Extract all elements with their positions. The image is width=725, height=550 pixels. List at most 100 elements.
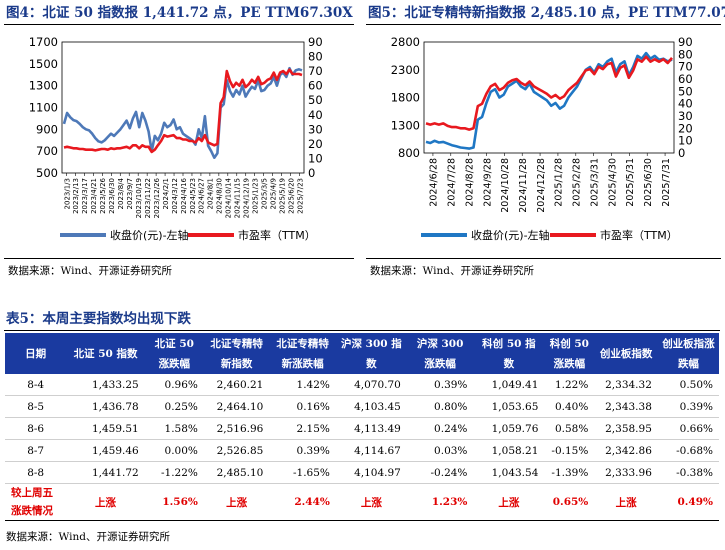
table-cell: 2,334.32 [594, 374, 658, 396]
table-cell: -0.38% [657, 461, 719, 484]
fig4-x-tick-label: 2023/3/17 [81, 178, 89, 214]
table-cell: 1.42% [269, 374, 336, 396]
fig4-bottom-rule [4, 258, 354, 259]
table-cell: 1,433.25 [66, 374, 145, 396]
fig5-bottom-rule [366, 258, 721, 259]
fig4-x-tick-label: 2023/2/13 [72, 178, 80, 214]
table-cell: -0.15% [544, 439, 595, 462]
table-cell: 0.24% [406, 417, 474, 440]
fig5-right-tick: 60 [678, 72, 693, 86]
table-header-cell: 北证 50 涨跌幅 [144, 333, 204, 374]
table-cell: 0.96% [144, 374, 204, 396]
fig4-x-tick-label: 2025/6/20 [287, 178, 295, 214]
fig5-left-tick: 1300 [391, 118, 420, 132]
table-cell: 2,485.10 [203, 461, 270, 484]
table-cell: -1.65% [269, 461, 336, 484]
fig5-x-tick-label: 2025/7/31 [661, 158, 672, 207]
table-cell: 4,103.45 [335, 395, 407, 418]
table-title-rule [4, 330, 720, 331]
table-cell: 2,526.85 [203, 439, 270, 462]
summary-cell: 0.65% [544, 483, 595, 521]
table-cell: 4,114.67 [335, 439, 407, 462]
table-cell: 1,043.54 [473, 461, 545, 484]
fig5-plot-frame [423, 41, 675, 154]
table-header-cell: 沪深 300 涨跌幅 [406, 333, 474, 374]
fig4-right-tick: 20 [308, 137, 323, 151]
fig5-legend-label-1: 市盈率（TTM） [600, 228, 678, 242]
table-header-cell: 北证 50 指数 [66, 333, 145, 374]
table-cell: 1.58% [144, 417, 204, 440]
fig4-x-tick-label: 2025/3/5 [260, 178, 268, 209]
fig5-right-tick: 10 [678, 134, 693, 148]
table-header-cell: 沪深 300 指数 [335, 333, 407, 374]
fig5-source: 数据来源：Wind、开源证券研究所 [370, 265, 534, 277]
fig5-left-tick: 800 [398, 146, 420, 160]
fig5-x-tick-label: 2024/10/28 [500, 158, 511, 213]
table-cell: 0.03% [406, 439, 474, 462]
table-cell: 1,049.41 [473, 374, 545, 396]
table-cell: 8-5 [5, 395, 67, 418]
table-cell: 1,059.76 [473, 417, 545, 440]
fig4-x-tick-label: 2024/5/23 [189, 178, 197, 214]
fig5-right-tick: 20 [678, 121, 693, 135]
table-header-cell: 日期 [5, 333, 67, 374]
table-cell: -1.22% [144, 461, 204, 484]
summary-cell: 上涨 [594, 483, 658, 521]
table-cell: 0.40% [544, 395, 595, 418]
fig4-x-tick-label: 2024/12/19 [243, 178, 251, 218]
fig4-right-tick: 90 [308, 35, 323, 49]
table-header-cell: 科创 50 涨跌幅 [544, 333, 595, 374]
table-cell: -0.24% [406, 461, 474, 484]
fig4-right-tick: 70 [308, 64, 323, 78]
fig4-x-tick-label: 2023/6/30 [108, 178, 116, 214]
summary-cell: 上涨 [203, 483, 270, 521]
fig4-right-tick: 60 [308, 79, 323, 93]
fig4-series-line-0 [62, 66, 303, 159]
table-cell: -0.68% [657, 439, 719, 462]
table-cell: 2.15% [269, 417, 336, 440]
fig4-x-tick-label: 2023/5/26 [99, 177, 107, 213]
fig4-x-tick-label: 2025/1/23 [252, 178, 260, 214]
fig4-x-tick-label: 2024/6/27 [198, 178, 206, 214]
table-cell: 0.80% [406, 395, 474, 418]
table-cell: 2,460.21 [203, 374, 270, 396]
fig4-x-tick-label: 2023/1/3 [63, 178, 71, 209]
table-header-cell: 北证专精特新指数 [203, 333, 270, 374]
table-cell: 2,464.10 [203, 395, 270, 418]
table-cell: 1,441.72 [66, 461, 145, 484]
table-cell: 1.22% [544, 374, 595, 396]
fig4-x-tick-label: 2024/11/15 [234, 178, 242, 218]
fig4-right-tick: 0 [308, 166, 315, 180]
table-cell: 1,053.65 [473, 395, 545, 418]
table-cell: 2,516.96 [203, 417, 270, 440]
fig4-x-tick-label: 2024/2/1 [162, 178, 170, 209]
table-cell: 0.39% [269, 439, 336, 462]
table-row: 8-6 1,459.51 1.58% 2,516.96 2.15% 4,113.49 0.2… [5, 417, 719, 440]
fig4-left-tick: 700 [36, 144, 58, 158]
fig4-x-tick-label: 2023/11/22 [144, 178, 152, 218]
fig5-left-tick: 2800 [391, 35, 420, 49]
table-cell: 0.39% [406, 374, 474, 396]
fig5-x-tick-label: 2025/3/31 [589, 158, 600, 207]
summary-row: 较上周五涨跌情况 上涨 1.56% 上涨 2.44% 上涨 1.23% 上涨 0.65% 上涨 0.… [5, 483, 719, 521]
fig4-x-tick-label: 2023/4/21 [90, 178, 98, 214]
table-cell: 0.25% [144, 395, 204, 418]
fig5-right-tick: 70 [678, 60, 693, 74]
fig4-x-tick-label: 2025/4/9 [269, 178, 277, 209]
table-cell: 0.39% [657, 395, 719, 418]
fig4-title-rule [4, 24, 354, 25]
fig5-right-tick: 50 [678, 84, 693, 98]
fig4-left-tick: 1500 [29, 57, 58, 71]
summary-cell: 2.44% [269, 483, 336, 521]
fig5-x-tick-label: 2025/5/31 [625, 158, 636, 207]
fig4-x-tick-label: 2023/12/26 [153, 177, 161, 218]
fig5-legend-label-0: 收盘价(元)-左轴 [471, 228, 550, 242]
fig4-source: 数据来源：Wind、开源证券研究所 [8, 265, 172, 277]
table-cell: 0.16% [269, 395, 336, 418]
table-row: 8-5 1,436.78 0.25% 2,464.10 0.16% 4,103.45 0.8… [5, 395, 719, 418]
fig4-x-tick-label: 2024/3/12 [171, 178, 179, 214]
table-row: 8-8 1,441.72 -1.22% 2,485.10 -1.65% 4,104.97-… [5, 461, 719, 484]
table-cell: 1,459.46 [66, 439, 145, 462]
fig4-x-tick-label: 2024/8/1 [207, 178, 215, 209]
fig4-series-line-1 [63, 68, 303, 154]
